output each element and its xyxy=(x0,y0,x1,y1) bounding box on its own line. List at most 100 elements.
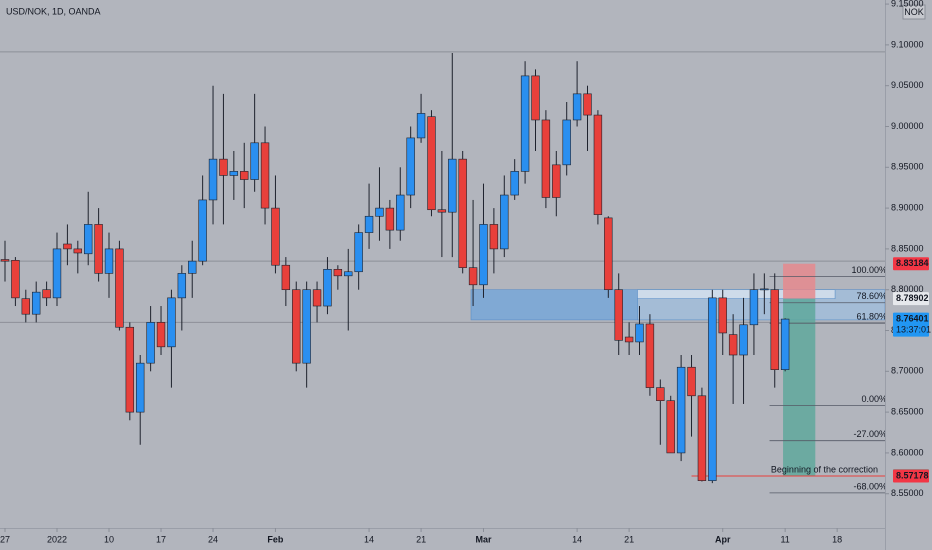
y-tick-label: 8.80000 xyxy=(891,284,924,294)
plot-area: 100.00% 78.60% 61.80% 0.00% -27.00% -68.00% Be… xyxy=(0,51,887,494)
x-tick-label: 11 xyxy=(780,534,789,544)
candle-body xyxy=(562,119,571,166)
candle-body xyxy=(708,297,717,481)
price-tag xyxy=(893,292,929,306)
candle-body xyxy=(739,324,748,356)
correction-label: Beginning of the correction xyxy=(771,464,878,474)
fib-label: 100.00% xyxy=(851,265,887,275)
candle-body xyxy=(219,158,228,176)
candle-body xyxy=(406,137,415,196)
candle-body xyxy=(448,158,457,213)
candle-body xyxy=(760,288,769,291)
x-tick-label: 2022 xyxy=(47,534,67,544)
candle-body xyxy=(604,217,613,291)
price-tag-countdown: 13:37:01 xyxy=(896,324,931,334)
candle-body xyxy=(292,289,301,364)
candle-body xyxy=(104,248,114,274)
candle-body xyxy=(73,248,83,254)
candle-body xyxy=(718,297,727,334)
candle-body xyxy=(458,158,467,268)
x-tick-label: 27 xyxy=(0,534,10,544)
candle-body xyxy=(666,400,675,454)
x-tick-label: Mar xyxy=(475,534,492,544)
candle-body xyxy=(645,323,655,388)
candle-body xyxy=(396,194,405,231)
candle-body xyxy=(541,119,551,198)
y-tick-label: 9.10000 xyxy=(891,39,924,49)
candle-body xyxy=(489,224,499,250)
price-tag-label: 8.78902 xyxy=(896,293,929,303)
candle-body xyxy=(552,164,561,198)
x-tick-label: 14 xyxy=(364,534,374,544)
stop-zone xyxy=(783,263,816,299)
candle-body xyxy=(323,269,332,307)
candle-body xyxy=(177,273,187,299)
candle-body xyxy=(593,114,603,215)
candle-body xyxy=(697,395,707,481)
candle-body xyxy=(125,326,135,413)
candle-body xyxy=(31,291,41,315)
candle-body xyxy=(770,289,779,370)
x-tick-label: 10 xyxy=(104,534,114,544)
candle-body xyxy=(364,215,374,233)
price-tag xyxy=(893,469,929,483)
candle-body xyxy=(208,158,218,201)
candle-body xyxy=(437,209,447,213)
x-tick-label: 24 xyxy=(208,534,218,544)
x-tick-label: 18 xyxy=(832,534,842,544)
candle-body xyxy=(427,116,436,211)
candle-body xyxy=(250,142,259,180)
y-tick-label: 9.05000 xyxy=(891,80,924,90)
candle-body xyxy=(687,366,696,397)
candle-body xyxy=(510,171,519,196)
candle-body xyxy=(676,366,686,454)
x-tick-label: 14 xyxy=(572,534,582,544)
candle-body xyxy=(94,224,103,274)
price-tag-label: 8.83184 xyxy=(896,258,929,268)
candle-body xyxy=(42,289,51,299)
candle-body xyxy=(198,199,207,262)
currency-label: NOK xyxy=(904,7,924,17)
chart-title: USD/NOK, 1D, OANDA xyxy=(6,6,101,16)
fib-label: -68.00% xyxy=(853,481,887,491)
y-tick-label: 8.90000 xyxy=(891,202,924,212)
candle-body xyxy=(11,260,20,299)
y-tick-label: 9.00000 xyxy=(891,121,924,131)
candle-body xyxy=(656,387,665,401)
candle-body xyxy=(302,289,311,364)
candle-body xyxy=(583,93,592,116)
price-tag xyxy=(893,312,929,337)
candle-body xyxy=(572,93,582,121)
candle-body xyxy=(333,269,343,277)
candle-body xyxy=(479,224,488,286)
candle-body xyxy=(375,207,384,217)
candle-body xyxy=(531,75,540,121)
candle-body xyxy=(520,75,530,172)
candle-body xyxy=(136,362,145,413)
fib-label: 78.60% xyxy=(856,291,887,301)
candle-body xyxy=(749,289,759,326)
candle-body xyxy=(780,318,790,370)
candle-body xyxy=(271,207,280,266)
candle-body xyxy=(624,336,634,343)
candle-body xyxy=(229,171,239,176)
currency-box[interactable] xyxy=(902,4,926,20)
candle-body xyxy=(260,142,270,209)
price-tag-label: 8.76401 xyxy=(896,313,929,323)
candle-body xyxy=(354,232,363,273)
candle-body xyxy=(281,264,291,291)
candle-body xyxy=(115,248,124,328)
y-tick-label: 8.60000 xyxy=(891,447,924,457)
price-tag xyxy=(893,257,929,271)
candle-body xyxy=(63,243,72,250)
candle-body xyxy=(416,113,426,139)
x-tick-label: 21 xyxy=(624,534,634,544)
y-tick-label: 9.15000 xyxy=(891,0,924,8)
candle-body xyxy=(344,271,353,277)
candle-body xyxy=(385,207,395,231)
x-tick-label: Feb xyxy=(267,534,284,544)
zone xyxy=(637,289,836,299)
y-tick-label: 8.85000 xyxy=(891,243,924,253)
